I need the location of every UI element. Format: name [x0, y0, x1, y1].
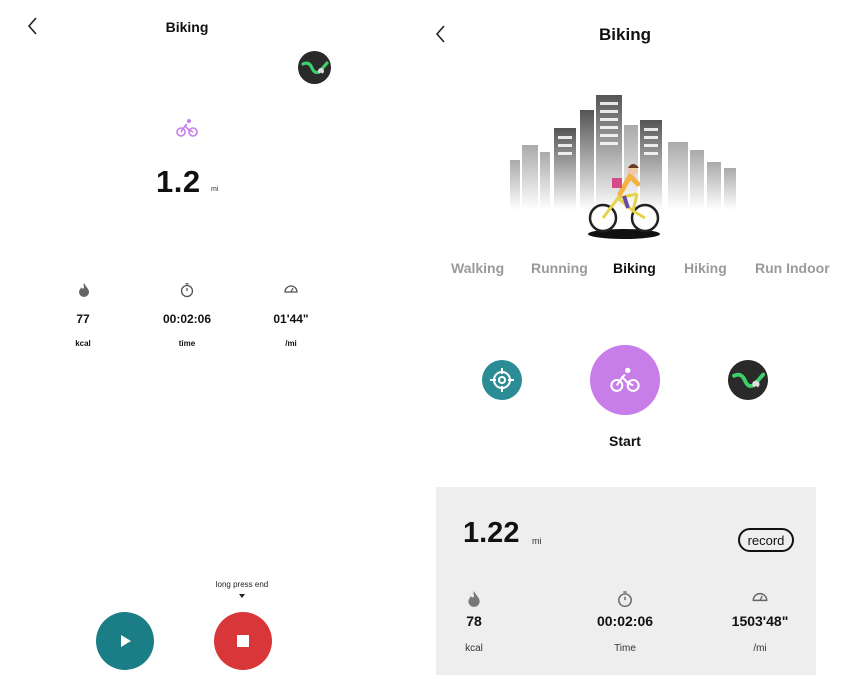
calories-value: 77: [76, 312, 90, 326]
target-settings-button[interactable]: [482, 360, 522, 400]
distance-unit: mi: [211, 186, 219, 193]
chevron-left-icon: [435, 25, 445, 43]
chevron-left-icon: [27, 17, 37, 35]
city-cyclist-illustration: [502, 90, 752, 240]
record-button[interactable]: record: [738, 528, 794, 552]
tab-walking[interactable]: Walking: [451, 260, 505, 276]
stop-button[interactable]: [214, 612, 272, 670]
map-button[interactable]: [298, 51, 331, 84]
map-route-icon: [298, 51, 331, 84]
tab-run-indoor[interactable]: Run Indoor: [755, 260, 830, 276]
hint-arrow-icon: [239, 594, 245, 598]
tab-hiking[interactable]: Hiking: [684, 260, 727, 276]
pace-label: /mi: [285, 339, 297, 348]
total-distance-value: 1.22: [463, 517, 520, 549]
start-button[interactable]: [590, 345, 660, 415]
bike-icon: [176, 117, 198, 139]
left-screen-workout-in-progress: Biking 1.2 mi 77 00:02:06 01'44" kcal ti…: [0, 0, 410, 700]
long-press-hint: long press end: [215, 580, 269, 589]
map-route-icon: [728, 360, 768, 400]
crosshair-target-icon: [490, 368, 514, 392]
stop-icon: [237, 635, 249, 647]
summary-panel: 1.22 mi record 78 00:02:06 1503'48" kcal…: [436, 487, 816, 675]
time-value: 00:02:06: [596, 613, 654, 629]
tab-biking[interactable]: Biking: [613, 260, 656, 276]
time-label: time: [178, 339, 196, 348]
back-button[interactable]: [434, 24, 448, 44]
play-icon: [121, 635, 131, 647]
total-distance-unit: mi: [532, 536, 542, 546]
pace-value: 01'44": [273, 312, 309, 326]
calories-value: 78: [466, 613, 482, 629]
sport-tabs: Walking Running Biking Hiking Run Indoor: [420, 260, 847, 280]
back-button[interactable]: [26, 16, 40, 36]
stopwatch-icon: [179, 282, 195, 298]
pace-label: /mi: [753, 643, 767, 654]
pace-value: 1503'48": [731, 613, 789, 629]
calories-label: kcal: [75, 339, 91, 348]
start-label: Start: [609, 433, 641, 449]
resume-button[interactable]: [96, 612, 154, 670]
map-button[interactable]: [728, 360, 768, 400]
speedometer-icon: [283, 281, 299, 297]
calories-label: kcal: [465, 643, 483, 654]
right-screen-start-workout: Biking: [420, 0, 847, 700]
flame-icon: [76, 282, 92, 298]
flame-icon: [465, 590, 483, 608]
time-label: Time: [614, 643, 636, 654]
stopwatch-icon: [616, 590, 634, 608]
bike-icon: [610, 367, 640, 392]
page-title: Biking: [165, 19, 209, 35]
distance-value: 1.2: [156, 164, 201, 199]
tab-running[interactable]: Running: [531, 260, 588, 276]
time-value: 00:02:06: [162, 312, 212, 326]
page-title: Biking: [599, 25, 651, 44]
speedometer-icon: [751, 588, 769, 606]
